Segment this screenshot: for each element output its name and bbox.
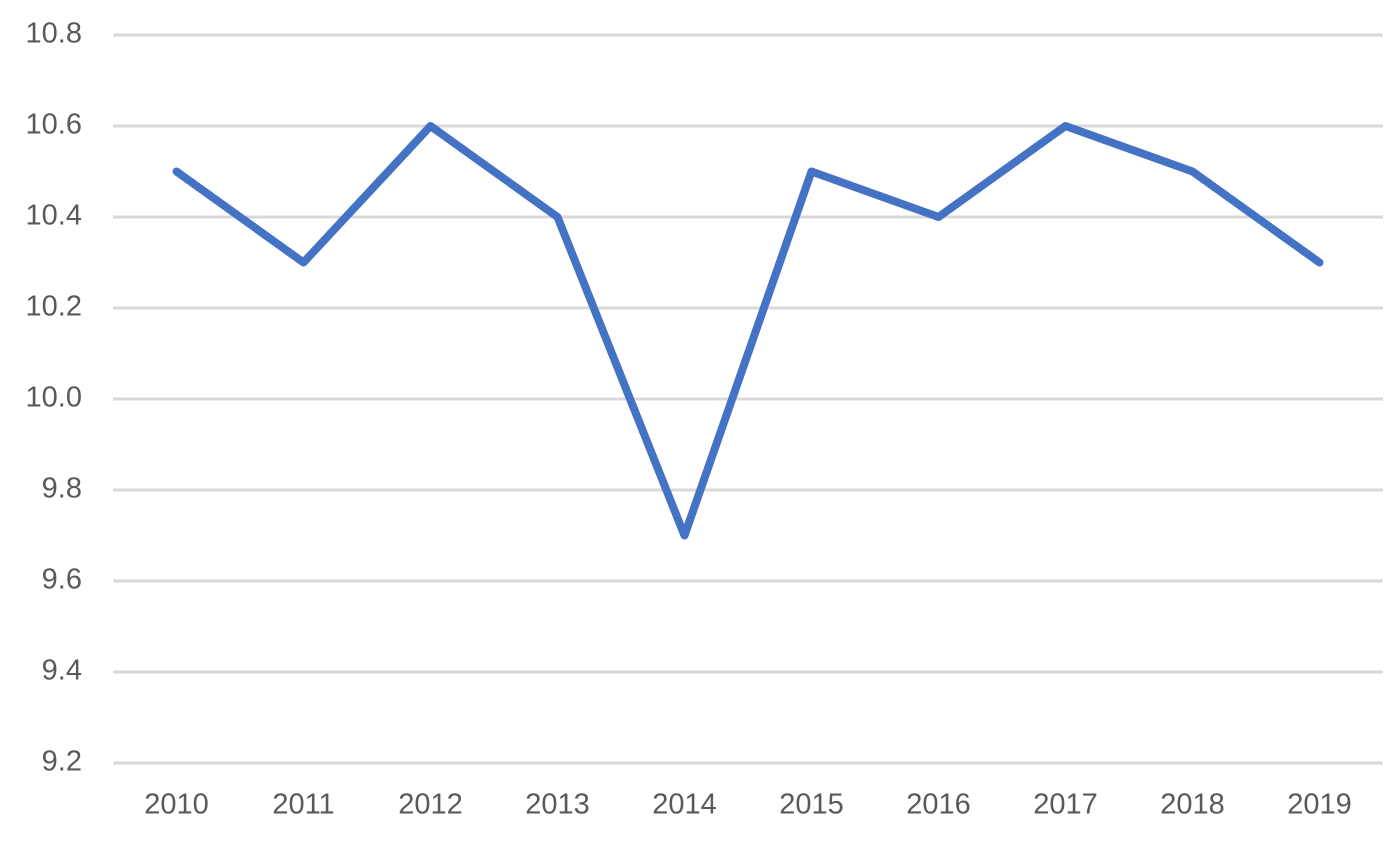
x-tick-label: 2012 <box>398 789 463 821</box>
y-tick-label: 9.2 <box>42 746 82 778</box>
y-tick-label: 10.6 <box>26 109 82 141</box>
x-tick-label: 2011 <box>272 789 334 821</box>
x-tick-label: 2013 <box>525 789 590 821</box>
y-tick-label: 10.0 <box>26 382 82 414</box>
y-tick-label: 9.6 <box>42 564 82 596</box>
y-tick-label: 10.8 <box>26 18 82 50</box>
y-tick-label: 9.4 <box>42 655 82 687</box>
x-tick-label: 2018 <box>1160 789 1225 821</box>
y-tick-label: 9.8 <box>42 473 82 505</box>
x-tick-label: 2016 <box>906 789 971 821</box>
data-line <box>172 122 1324 540</box>
x-tick-label: 2017 <box>1033 789 1098 821</box>
y-tick-label: 10.2 <box>26 291 82 323</box>
x-tick-label: 2015 <box>779 789 844 821</box>
x-tick-label: 2014 <box>652 789 717 821</box>
x-tick-label: 2010 <box>144 789 209 821</box>
y-tick-label: 10.4 <box>26 200 82 232</box>
x-tick-label: 2019 <box>1287 789 1352 821</box>
